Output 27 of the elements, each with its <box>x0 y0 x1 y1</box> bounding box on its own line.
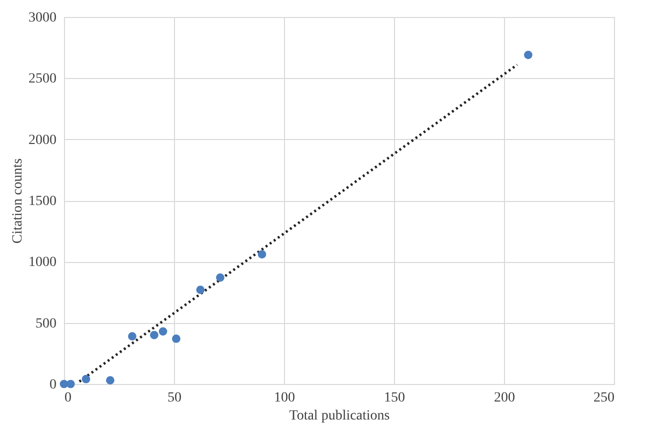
x-tick-label: 200 <box>494 390 515 406</box>
point <box>172 334 180 343</box>
y-tick-label: 1000 <box>28 255 56 270</box>
x-tick-label: 0 <box>64 390 72 406</box>
y-axis-title: Citation counts <box>10 158 26 244</box>
x-tick-label: 250 <box>594 390 614 406</box>
x-axis-title: Total publications <box>289 408 390 424</box>
point <box>216 273 224 282</box>
y-tick-label: 3000 <box>28 10 56 26</box>
point <box>60 380 68 388</box>
y-tick-label: 1500 <box>28 194 56 209</box>
x-tick-label: 100 <box>274 390 295 406</box>
x-tick-label: 50 <box>168 390 182 406</box>
point <box>150 330 158 340</box>
y-tick-label: 2500 <box>28 72 56 87</box>
y-tick-label: 2000 <box>28 132 56 148</box>
point <box>524 50 532 60</box>
y-tick-label: 0 <box>50 378 56 392</box>
y-tick-label: 500 <box>36 316 56 332</box>
point <box>106 376 114 385</box>
point <box>82 374 90 384</box>
point <box>158 327 168 336</box>
point <box>258 250 266 258</box>
point <box>196 286 205 294</box>
x-tick-label: 150 <box>384 390 405 406</box>
point <box>128 332 136 340</box>
point <box>66 380 75 388</box>
